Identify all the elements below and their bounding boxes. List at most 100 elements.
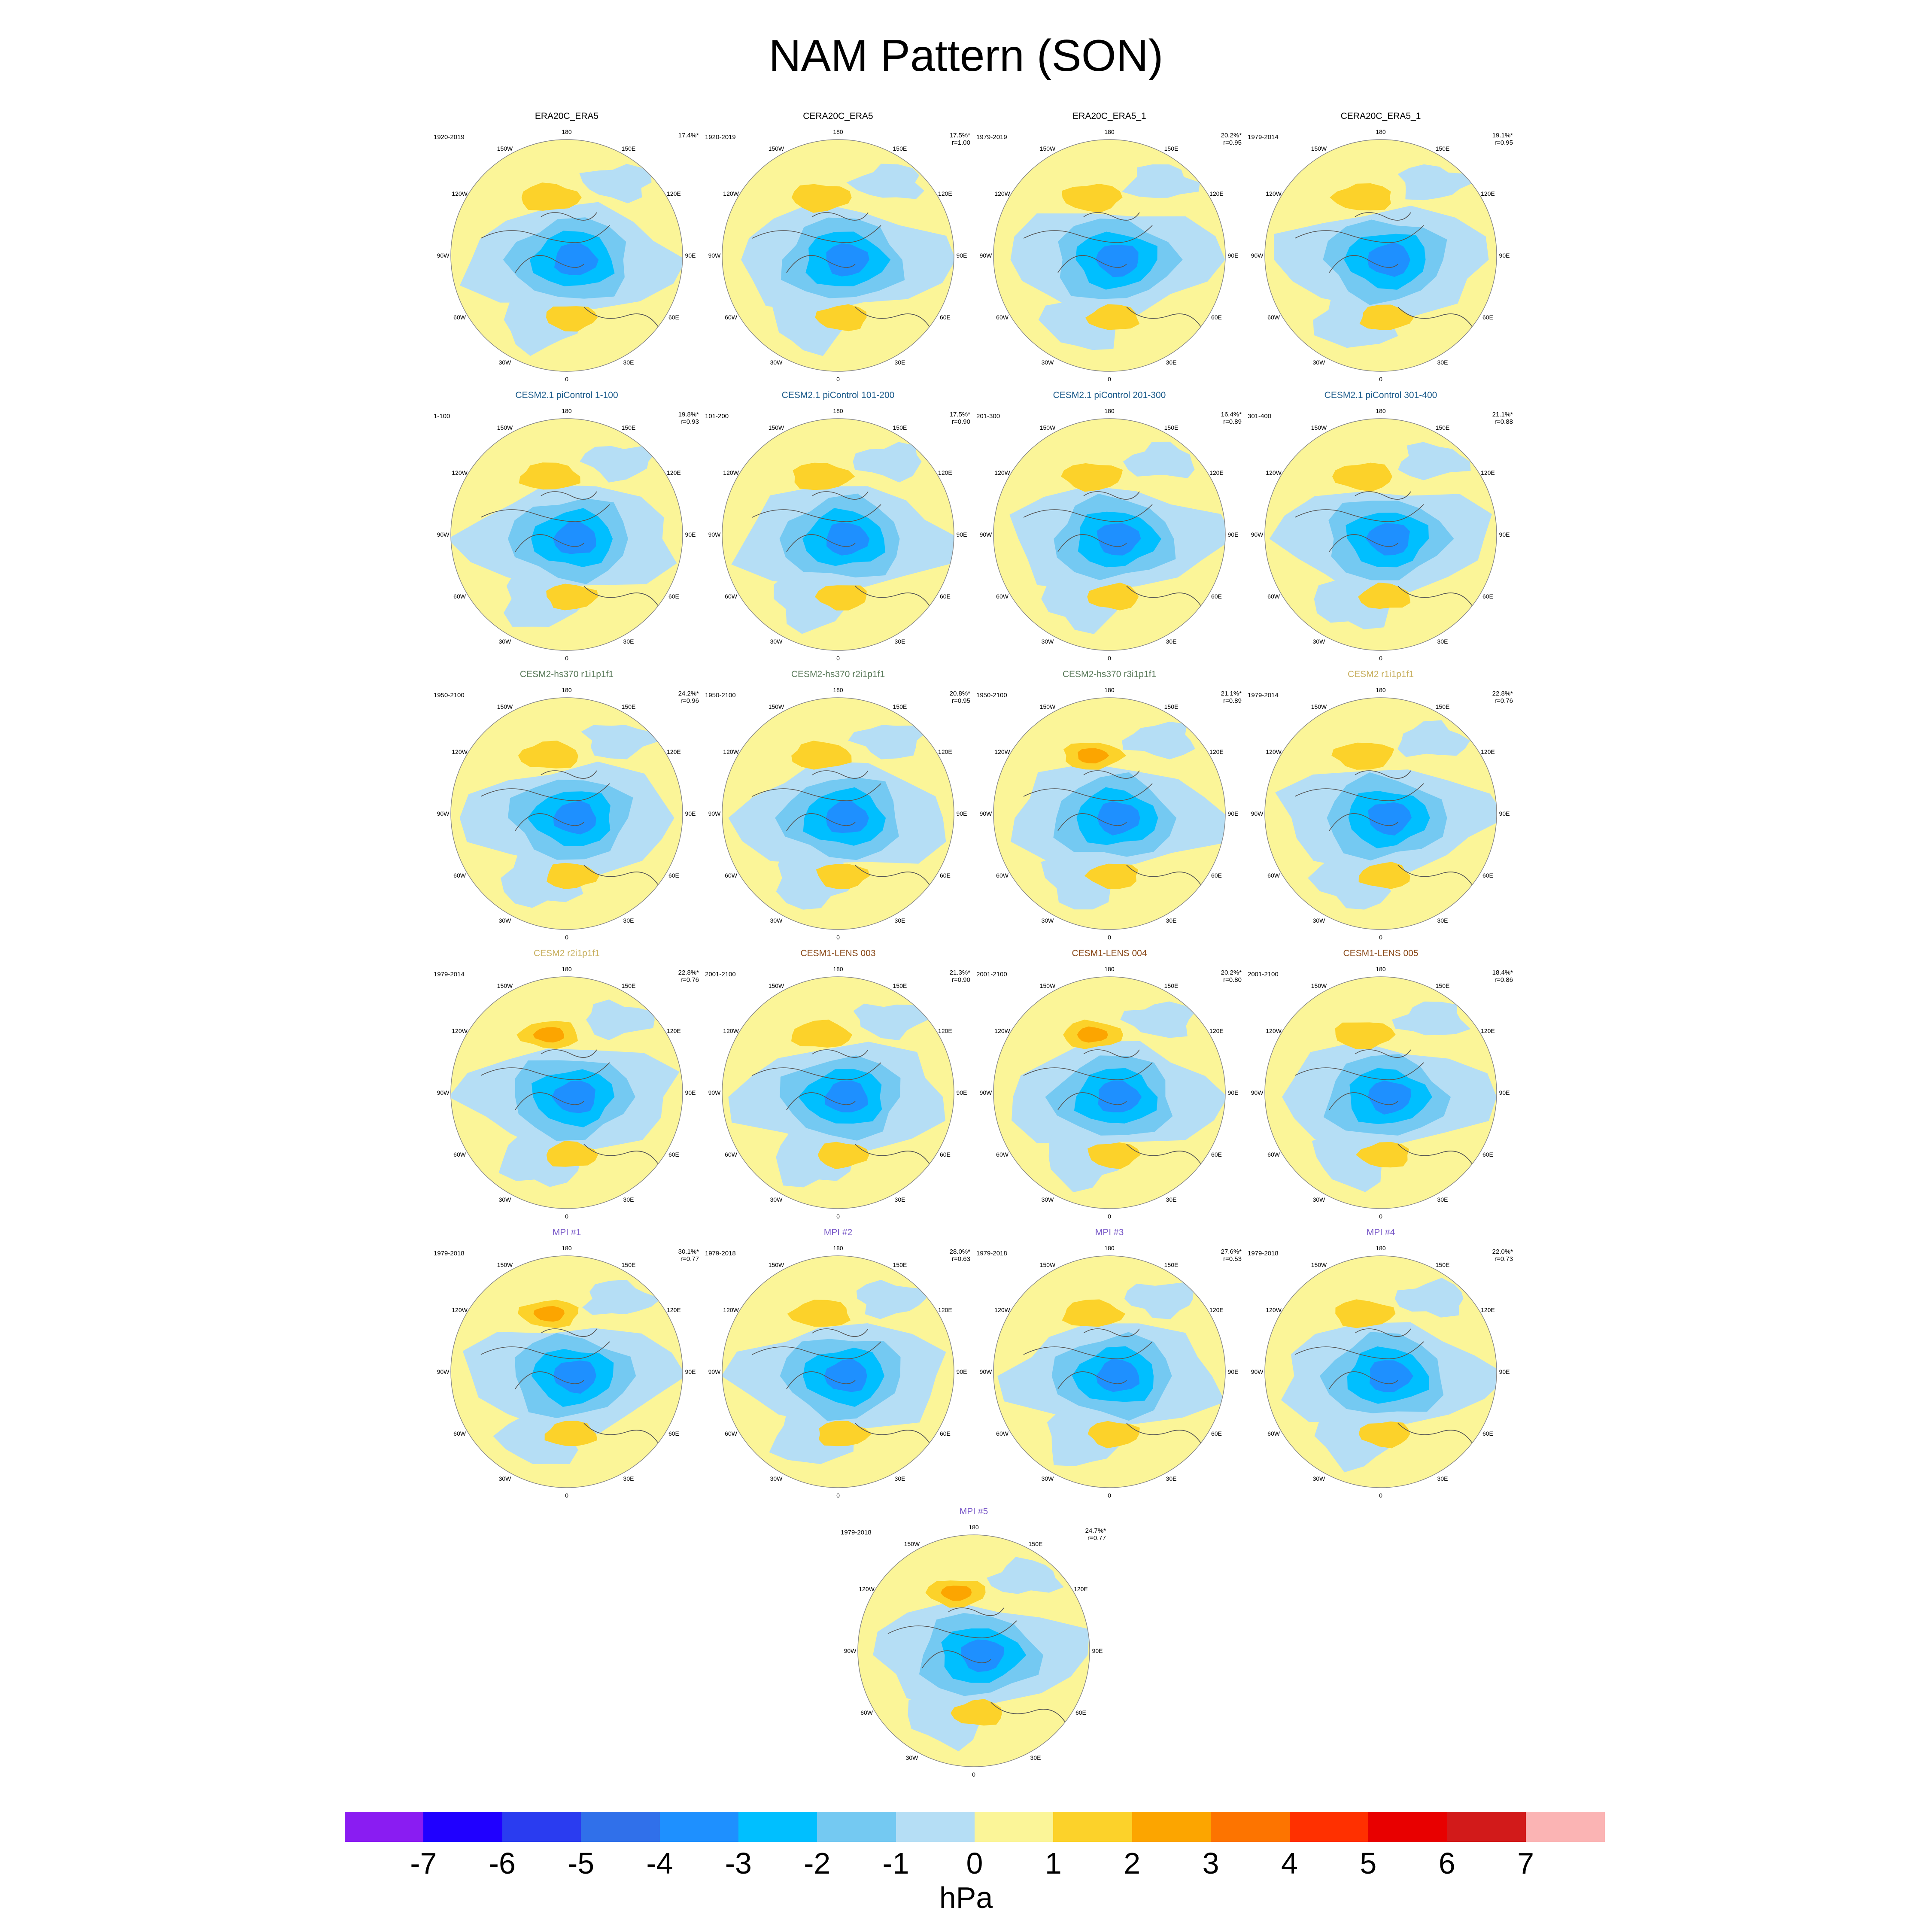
coastline xyxy=(1329,1371,1398,1389)
longitude-label: 150E xyxy=(893,1261,907,1268)
coastline xyxy=(1057,534,1127,552)
longitude-label: 0 xyxy=(1108,376,1111,383)
longitude-label: 150E xyxy=(1164,1261,1179,1268)
longitude-label: 90E xyxy=(1499,810,1510,817)
anomaly-contour xyxy=(1088,1421,1140,1449)
longitude-label: 150W xyxy=(1311,982,1327,989)
anomaly-contour xyxy=(1038,287,1121,350)
longitude-label: 0 xyxy=(836,934,840,941)
longitude-label: 30W xyxy=(498,638,511,645)
map-border xyxy=(722,139,954,372)
polar-map xyxy=(993,418,1226,651)
longitude-label: 120W xyxy=(1266,1027,1282,1034)
anomaly-contour xyxy=(1087,583,1139,611)
coastline xyxy=(752,783,881,801)
longitude-label: 30E xyxy=(1166,359,1177,366)
polar-map xyxy=(450,697,683,930)
map-panel: CESM2-hs370 r3i1p1f1 1950-2100 21.1%* r=0.8… xyxy=(972,668,1247,942)
map-panel: CERA20C_ERA5_1 1979-2014 19.1%* r=0.95 180 15… xyxy=(1243,109,1518,384)
panel-stats: 17.5%* r=1.00 xyxy=(950,132,970,146)
longitude-label: 30E xyxy=(894,1475,905,1482)
longitude-label: 60W xyxy=(453,1151,466,1158)
pattern-correlation: r=0.88 xyxy=(1495,418,1513,425)
longitude-label: 90W xyxy=(1251,252,1264,259)
polar-map xyxy=(993,1255,1226,1488)
anomaly-contour xyxy=(826,800,869,833)
anomaly-contour xyxy=(1123,441,1195,478)
longitude-label: 120W xyxy=(723,1027,739,1034)
polar-map xyxy=(722,697,954,930)
anomaly-contour xyxy=(1367,242,1410,277)
map-panel: CESM2-hs370 r2i1p1f1 1950-2100 20.8%* r=0.9… xyxy=(701,668,975,942)
longitude-label: 180 xyxy=(562,966,572,972)
longitude-label: 60E xyxy=(939,872,951,879)
colorbar-tick-label: -4 xyxy=(646,1847,673,1880)
longitude-label: 150W xyxy=(497,424,513,431)
pattern-correlation: r=0.95 xyxy=(1223,139,1242,146)
panel-title: CESM2 r2i1p1f1 xyxy=(533,948,600,958)
anomaly-contour xyxy=(1356,1142,1410,1168)
anomaly-contour xyxy=(1392,1001,1471,1036)
explained-variance: 24.2%* xyxy=(678,690,699,697)
longitude-label: 30W xyxy=(905,1754,918,1762)
map-border xyxy=(993,697,1226,930)
panel-title: MPI #3 xyxy=(1095,1227,1124,1237)
anomaly-contour xyxy=(1085,304,1140,330)
coastline xyxy=(1023,504,1153,522)
map-panel: CESM1-LENS 005 2001-2100 18.4%* r=0.86 180 15… xyxy=(1243,947,1518,1221)
anomaly-contour xyxy=(1312,1126,1394,1192)
anomaly-contour xyxy=(579,164,652,204)
longitude-label: 60W xyxy=(453,872,466,879)
coastline xyxy=(752,1062,881,1080)
longitude-label: 180 xyxy=(833,687,843,693)
panel-period: 1920-2019 xyxy=(434,134,465,141)
anomaly-contour xyxy=(504,568,589,627)
coastline xyxy=(786,1371,856,1389)
longitude-label: 60E xyxy=(939,593,951,600)
coastline xyxy=(812,770,869,779)
longitude-label: 180 xyxy=(833,966,843,972)
anomaly-contour xyxy=(1041,570,1119,634)
longitude-label: 90E xyxy=(1227,1368,1239,1375)
map-panel: CESM2 r1i1p1f1 1979-2014 22.8%* r=0.76 180 15… xyxy=(1243,668,1518,942)
map-panel: MPI #5 1979-2018 24.7%* r=0.77 180 150E 120E 90… xyxy=(836,1505,1111,1780)
polar-map xyxy=(450,976,683,1209)
longitude-label: 90W xyxy=(708,810,721,817)
colorbar-swatch xyxy=(1525,1812,1605,1842)
longitude-label: 90E xyxy=(685,531,696,538)
longitude-label: 30W xyxy=(498,917,511,924)
coastline xyxy=(1294,504,1424,522)
pattern-correlation: r=0.63 xyxy=(952,1255,970,1263)
longitude-label: 30W xyxy=(498,1196,511,1203)
anomaly-contour xyxy=(1358,1421,1410,1449)
panel-period: 201-300 xyxy=(976,413,1000,420)
coastline xyxy=(541,1049,597,1058)
longitude-label: 180 xyxy=(833,1245,843,1252)
colorbar-swatch xyxy=(738,1812,817,1842)
longitude-label: 150W xyxy=(1311,424,1327,431)
anomaly-contour xyxy=(1097,523,1141,556)
anomaly-contour xyxy=(1097,801,1140,835)
panel-stats: 19.1%* r=0.95 xyxy=(1492,132,1513,146)
longitude-label: 90W xyxy=(708,1089,721,1096)
explained-variance: 19.1%* xyxy=(1492,132,1513,139)
pattern-correlation: r=0.80 xyxy=(1223,976,1242,984)
anomaly-contour xyxy=(793,462,855,490)
longitude-label: 30E xyxy=(1437,359,1448,366)
longitude-label: 60E xyxy=(668,314,679,321)
coastline xyxy=(1294,225,1424,243)
longitude-label: 150W xyxy=(1311,145,1327,152)
coastline xyxy=(1355,491,1411,500)
explained-variance: 22.8%* xyxy=(678,969,699,976)
anomaly-contour xyxy=(1048,1128,1126,1193)
anomaly-contour xyxy=(791,741,852,770)
pattern-correlation: r=0.96 xyxy=(680,697,699,705)
panel-period: 1979-2014 xyxy=(1248,692,1279,699)
longitude-label: 120E xyxy=(1481,1027,1495,1034)
coastline xyxy=(752,225,881,243)
polar-map xyxy=(1264,976,1497,1209)
longitude-label: 60W xyxy=(725,314,737,321)
longitude-label: 150W xyxy=(768,1261,784,1268)
anomaly-contour xyxy=(824,1358,867,1392)
longitude-label: 30E xyxy=(1030,1754,1041,1762)
